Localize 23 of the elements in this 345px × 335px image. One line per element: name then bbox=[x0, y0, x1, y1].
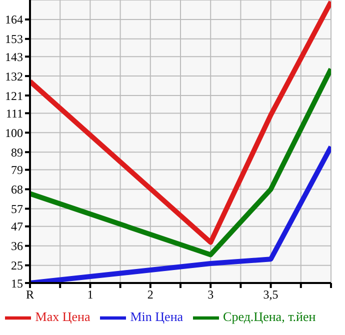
y-tick-label: 111 bbox=[6, 106, 23, 120]
x-tick-label: R bbox=[26, 288, 34, 302]
y-tick-label: 132 bbox=[5, 69, 23, 84]
y-tick-label: 25 bbox=[11, 258, 23, 273]
y-tick-label: 79 bbox=[11, 163, 23, 178]
y-tick-label: 15 bbox=[11, 276, 23, 290]
x-tick-label: 2 bbox=[147, 288, 154, 302]
y-tick-label: 89 bbox=[11, 145, 23, 160]
y-tick-label: 164 bbox=[5, 12, 23, 27]
y-tick-label: 47 bbox=[11, 220, 23, 234]
x-tick-label: 3,5 bbox=[263, 288, 278, 302]
y-tick-label: 36 bbox=[11, 239, 23, 254]
y-tick-label: 57 bbox=[11, 202, 23, 216]
legend-label: Сред.Цена, т.йен bbox=[223, 308, 316, 324]
x-tick-label: 3 bbox=[208, 288, 214, 302]
legend-label: Max Цена bbox=[35, 308, 90, 324]
x-tick-label: 1 bbox=[87, 288, 94, 302]
y-tick-label: 121 bbox=[5, 88, 23, 103]
y-tick-label: 153 bbox=[5, 32, 23, 46]
y-tick-label: 100 bbox=[5, 126, 23, 140]
y-tick-label: 143 bbox=[5, 50, 23, 64]
y-tick-label: 68 bbox=[11, 182, 23, 197]
legend-label: Min Цена bbox=[130, 308, 184, 324]
